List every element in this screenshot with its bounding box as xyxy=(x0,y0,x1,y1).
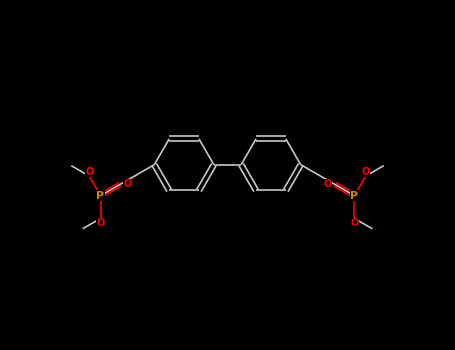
Text: P: P xyxy=(350,191,359,201)
Text: O: O xyxy=(362,167,370,177)
Text: O: O xyxy=(124,179,132,189)
Text: O: O xyxy=(323,179,331,189)
Text: O: O xyxy=(85,167,93,177)
Text: P: P xyxy=(96,191,105,201)
Text: O: O xyxy=(96,218,105,229)
Text: O: O xyxy=(350,218,359,229)
